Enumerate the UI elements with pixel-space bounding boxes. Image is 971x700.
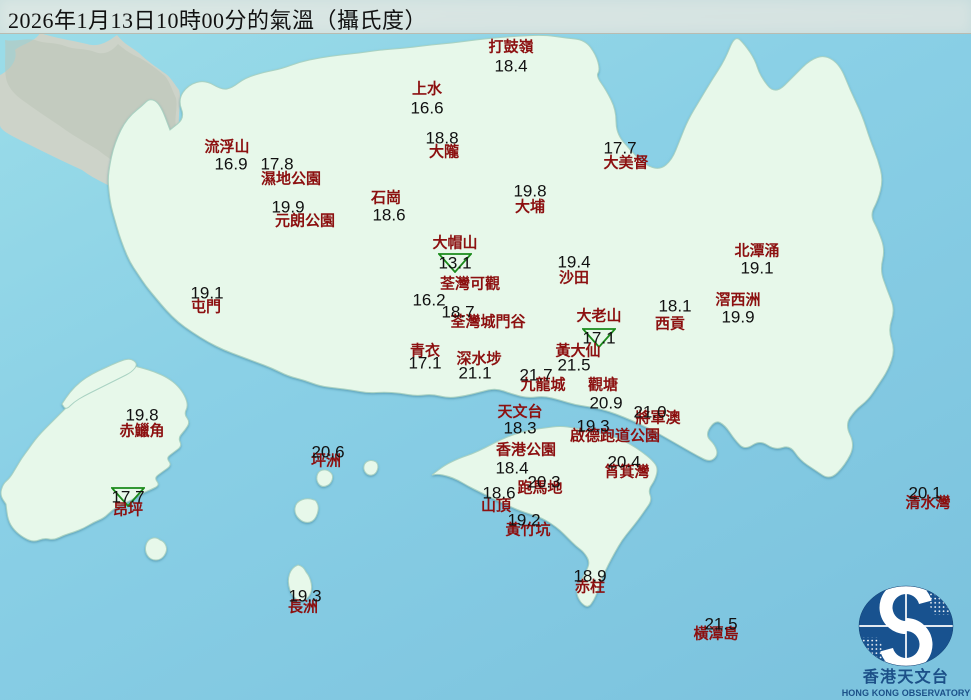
svg-text:香港天文台: 香港天文台: [862, 667, 950, 686]
svg-text:HONG KONG OBSERVATORY: HONG KONG OBSERVATORY: [842, 688, 971, 698]
